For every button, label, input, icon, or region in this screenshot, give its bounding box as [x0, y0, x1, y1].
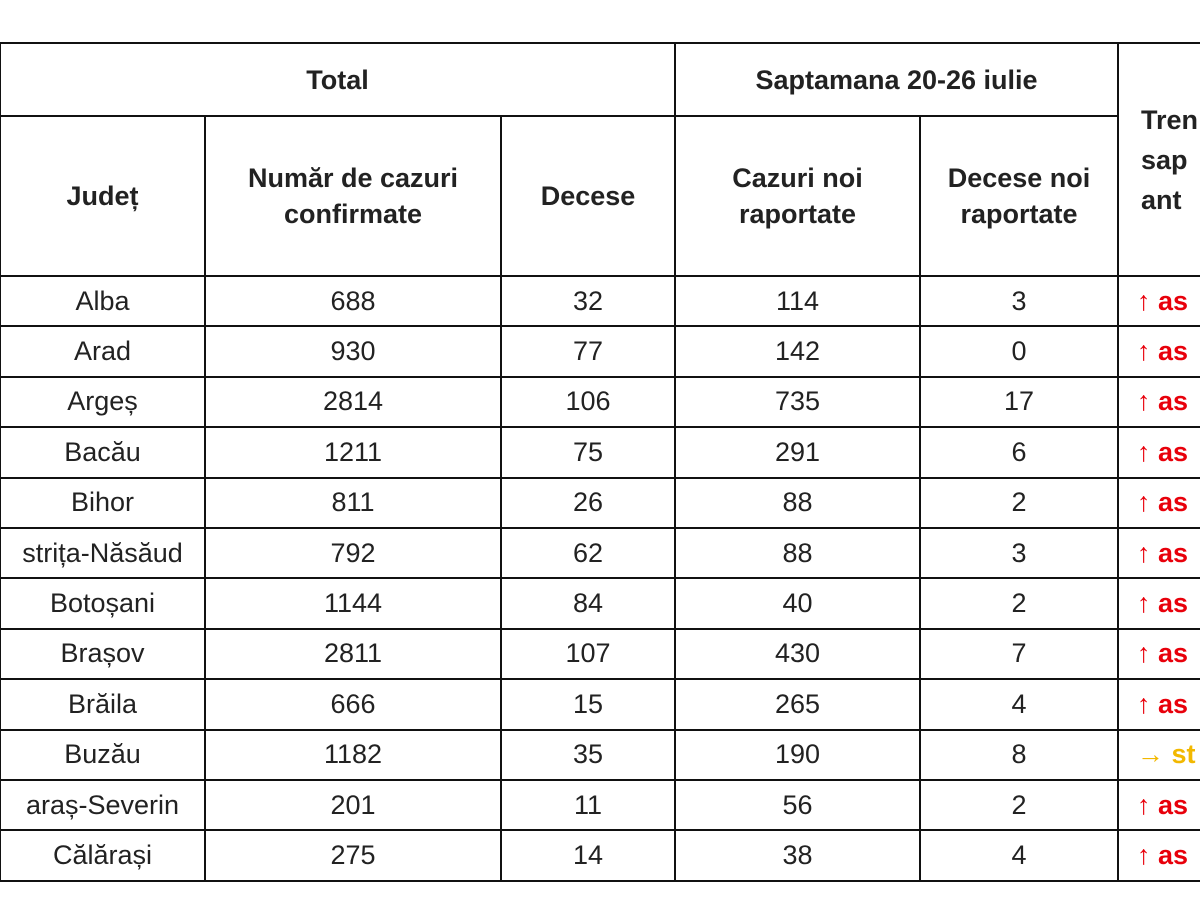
number-cell: 811	[204, 476, 502, 529]
number-cell: 77	[500, 325, 676, 378]
table-container: Total Saptamana 20-26 iulie Tren sap ant J…	[0, 42, 1200, 892]
number-cell: 430	[674, 627, 921, 681]
county-cell: Bacău	[0, 426, 206, 479]
table-row: Călărași 275 14 38 4 ↑ as	[0, 829, 1200, 882]
trend-cell: → st	[1117, 728, 1200, 781]
number-cell: 15	[500, 678, 676, 731]
number-cell: 40	[674, 577, 921, 630]
column-header: Județ	[0, 115, 206, 277]
number-cell: 107	[500, 627, 676, 681]
number-cell: 14	[500, 829, 676, 882]
number-cell: 17	[918, 375, 1120, 429]
number-cell: 930	[204, 325, 502, 378]
number-cell: 142	[674, 325, 921, 378]
county-cell: Brăila	[0, 678, 206, 731]
county-cell: strița-Năsăud	[0, 526, 206, 580]
number-cell: 11	[500, 778, 676, 832]
county-cell: Argeș	[0, 375, 206, 429]
number-cell: 291	[674, 426, 921, 479]
trend-cell: ↑ as	[1117, 274, 1200, 328]
number-cell: 35	[500, 728, 676, 781]
group-header: Total	[0, 42, 676, 117]
table-row: Alba 688 32 114 3 ↑ as	[0, 274, 1200, 328]
number-cell: 4	[918, 678, 1120, 731]
trend-cell: ↑ as	[1117, 577, 1200, 630]
number-cell: 201	[204, 778, 502, 832]
table-row: Bihor 811 26 88 2 ↑ as	[0, 476, 1200, 529]
number-cell: 106	[500, 375, 676, 429]
number-cell: 32	[500, 274, 676, 328]
column-header: Decese	[500, 115, 676, 277]
trend-cell: ↑ as	[1117, 476, 1200, 529]
column-header: Număr de cazuri confirmate	[204, 115, 502, 277]
trend-cell: ↑ as	[1117, 325, 1200, 378]
table-row: araș-Severin 201 11 56 2 ↑ as	[0, 778, 1200, 832]
number-cell: 26	[500, 476, 676, 529]
number-cell: 3	[918, 274, 1120, 328]
county-cell: Botoșani	[0, 577, 206, 630]
column-header: Decese noi raportate	[918, 115, 1120, 277]
trend-cell: ↑ as	[1117, 778, 1200, 832]
trend-cell: ↑ as	[1117, 526, 1200, 580]
number-cell: 88	[674, 526, 921, 580]
county-cell: araș-Severin	[0, 778, 206, 832]
column-header: Cazuri noi raportate	[674, 115, 921, 277]
table-row: Arad 930 77 142 0 ↑ as	[0, 325, 1200, 378]
table-row: Buzău 1182 35 190 8 → st	[0, 728, 1200, 781]
number-cell: 265	[674, 678, 921, 731]
number-cell: 1211	[204, 426, 502, 479]
table-row: Brașov 2811 107 430 7 ↑ as	[0, 627, 1200, 681]
trend-cell: ↑ as	[1117, 678, 1200, 731]
number-cell: 2811	[204, 627, 502, 681]
county-cell: Buzău	[0, 728, 206, 781]
county-cell: Arad	[0, 325, 206, 378]
trend-cell: ↑ as	[1117, 627, 1200, 681]
table-row: strița-Năsăud 792 62 88 3 ↑ as	[0, 526, 1200, 580]
number-cell: 75	[500, 426, 676, 479]
number-cell: 735	[674, 375, 921, 429]
number-cell: 666	[204, 678, 502, 731]
table-row: Brăila 666 15 265 4 ↑ as	[0, 678, 1200, 731]
number-cell: 190	[674, 728, 921, 781]
table-row: Argeș 2814 106 735 17 ↑ as	[0, 375, 1200, 429]
county-cell: Bihor	[0, 476, 206, 529]
number-cell: 7	[918, 627, 1120, 681]
number-cell: 2	[918, 778, 1120, 832]
number-cell: 688	[204, 274, 502, 328]
number-cell: 4	[918, 829, 1120, 882]
number-cell: 84	[500, 577, 676, 630]
trend-cell: ↑ as	[1117, 426, 1200, 479]
covid-table: Total Saptamana 20-26 iulie Tren sap ant J…	[0, 42, 1200, 882]
number-cell: 56	[674, 778, 921, 832]
group-header: Saptamana 20-26 iulie	[673, 42, 1120, 117]
number-cell: 792	[204, 526, 502, 580]
number-cell: 0	[918, 325, 1120, 378]
number-cell: 114	[674, 274, 921, 328]
number-cell: 2814	[204, 375, 502, 429]
number-cell: 62	[500, 526, 676, 580]
county-cell: Călărași	[0, 829, 206, 882]
trend-header: Tren sap ant	[1117, 42, 1200, 277]
trend-cell: ↑ as	[1117, 375, 1200, 429]
number-cell: 275	[204, 829, 502, 882]
number-cell: 1144	[204, 577, 502, 630]
trend-header-line: ant	[1141, 184, 1182, 215]
trend-cell: ↑ as	[1117, 829, 1200, 882]
number-cell: 3	[918, 526, 1120, 580]
number-cell: 6	[918, 426, 1120, 479]
table-row: Bacău 1211 75 291 6 ↑ as	[0, 426, 1200, 479]
number-cell: 38	[674, 829, 921, 882]
county-cell: Alba	[0, 274, 206, 328]
county-cell: Brașov	[0, 627, 206, 681]
number-cell: 1182	[204, 728, 502, 781]
number-cell: 2	[918, 476, 1120, 529]
table-row: Botoșani 1144 84 40 2 ↑ as	[0, 577, 1200, 630]
trend-header-line: sap	[1141, 144, 1188, 175]
number-cell: 2	[918, 577, 1120, 630]
trend-header-line: Tren	[1141, 104, 1199, 135]
number-cell: 8	[918, 728, 1120, 781]
number-cell: 88	[674, 476, 921, 529]
